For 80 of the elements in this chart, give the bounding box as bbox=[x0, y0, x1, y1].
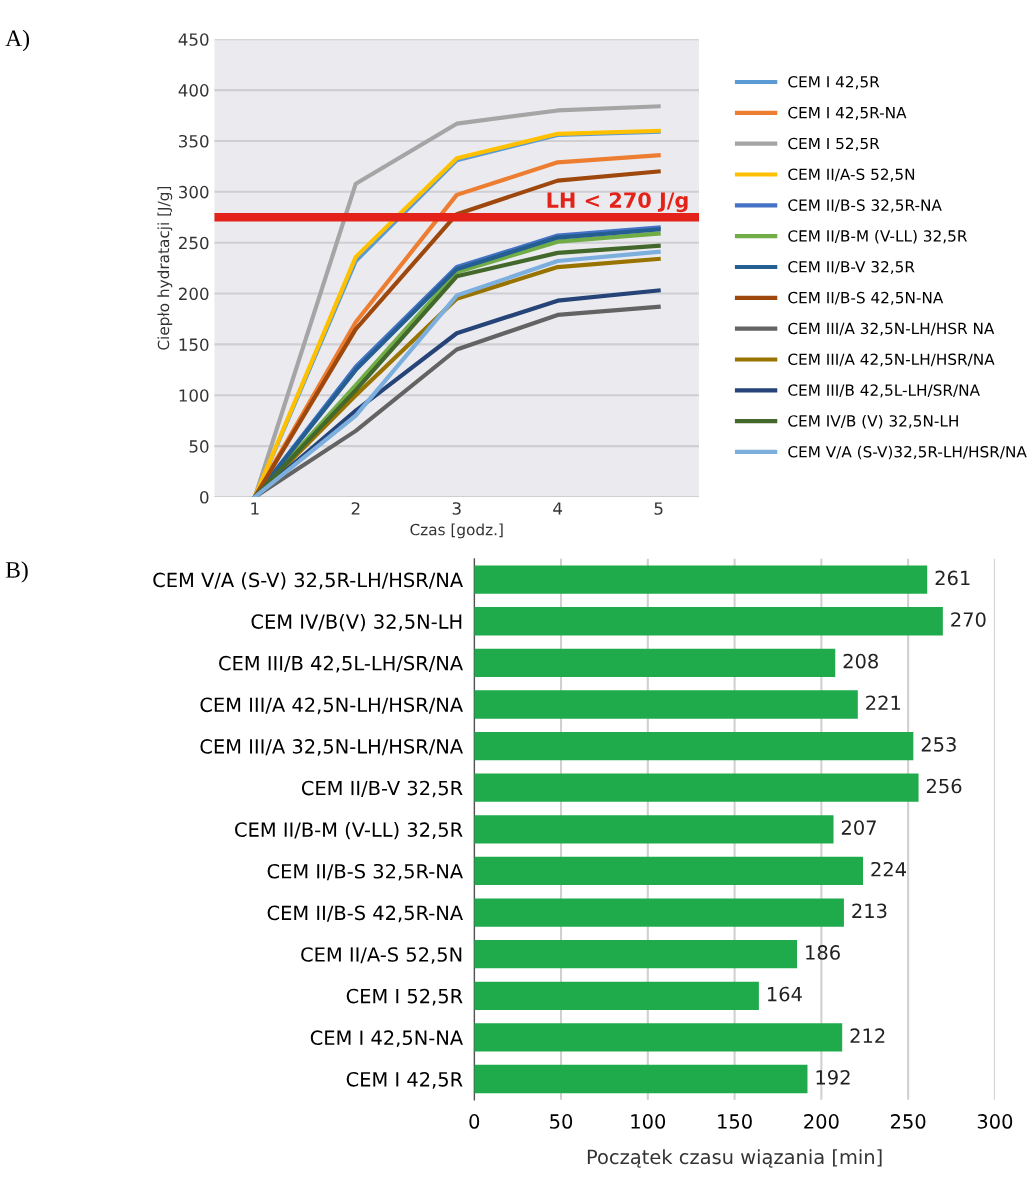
bar bbox=[474, 1064, 808, 1094]
y-tick-label: 450 bbox=[178, 33, 209, 46]
bar bbox=[474, 940, 798, 969]
data-label: 213 bbox=[852, 903, 887, 919]
x-tick-label: 100 bbox=[631, 1114, 666, 1129]
x-tick-label: 1 bbox=[251, 502, 259, 515]
bar bbox=[474, 690, 858, 719]
legend-label: CEM I 52,5R bbox=[788, 137, 880, 151]
legend-label: CEM II/B-M (V-LL) 32,5R bbox=[788, 229, 968, 244]
data-label: 224 bbox=[871, 861, 906, 877]
data-label: 261 bbox=[935, 570, 970, 586]
bar bbox=[474, 607, 943, 636]
legend-label: CEM II/B-S 42,5N-NA bbox=[788, 291, 944, 305]
data-label: 186 bbox=[806, 945, 840, 960]
data-label: 192 bbox=[816, 1069, 850, 1085]
y-tick-label: CEM II/A-S 52,5N bbox=[301, 947, 462, 964]
x-tick-label: 300 bbox=[977, 1114, 1013, 1129]
y-tick-label: 350 bbox=[179, 134, 209, 148]
y-tick-label: 250 bbox=[179, 236, 209, 250]
bar bbox=[474, 565, 928, 594]
legend-label: CEM III/A 42,5N-LH/HSR/NA bbox=[788, 353, 995, 367]
x-tick-label: 3 bbox=[452, 502, 461, 515]
y-tick-label: CEM II/B-M (V-LL) 32,5R bbox=[235, 821, 463, 840]
bar bbox=[474, 815, 834, 844]
x-tick-label: 5 bbox=[654, 502, 663, 515]
legend-label: CEM I 42,5R-NA bbox=[788, 106, 907, 120]
bar bbox=[474, 731, 914, 761]
y-axis-title: Ciepło hydratacji [J/g] bbox=[157, 186, 173, 350]
bar bbox=[474, 648, 836, 678]
data-label: 256 bbox=[926, 778, 962, 794]
ref-line-label: LH < 270 J/g bbox=[547, 192, 688, 213]
x-tick-label: 200 bbox=[804, 1114, 839, 1129]
x-axis-title: Początek czasu wiązania [min] bbox=[587, 1149, 882, 1168]
legend-label: CEM II/A-S 52,5N bbox=[788, 168, 915, 182]
bar bbox=[474, 898, 844, 927]
data-label: 208 bbox=[843, 653, 878, 669]
legend-label: CEM II/B-V 32,5R bbox=[788, 261, 915, 275]
y-tick-label: CEM I 52,5R bbox=[346, 988, 463, 1006]
y-tick-label: 50 bbox=[189, 440, 209, 453]
data-label: 164 bbox=[767, 986, 802, 1002]
y-tick-label: 400 bbox=[178, 84, 209, 97]
data-label: 207 bbox=[841, 820, 876, 835]
x-axis-title: Czas [godz.] bbox=[410, 523, 503, 539]
y-tick-label: CEM V/A (S-V) 32,5R-LH/HSR/NA bbox=[153, 572, 463, 590]
y-tick-label: CEM II/B-V 32,5R bbox=[301, 780, 463, 798]
x-tick-label: 250 bbox=[891, 1114, 926, 1129]
x-tick-label: 4 bbox=[553, 502, 563, 515]
y-tick-label: 300 bbox=[179, 185, 209, 199]
bar bbox=[474, 1023, 843, 1052]
legend-label: CEM IV/B (V) 32,5N-LH bbox=[788, 414, 958, 429]
legend-label: CEM I 42,5R bbox=[788, 76, 880, 90]
x-tick-label: 150 bbox=[718, 1114, 752, 1129]
y-tick-label: CEM III/B 42,5L-LH/SR/NA bbox=[219, 655, 463, 673]
data-label: 212 bbox=[850, 1028, 885, 1043]
y-tick-label: CEM II/B-S 32,5R-NA bbox=[267, 863, 463, 881]
x-tick-label: 0 bbox=[469, 1114, 480, 1129]
y-tick-label: CEM I 42,5N-NA bbox=[310, 1030, 463, 1048]
bar bbox=[474, 773, 919, 802]
y-tick-label: CEM IV/B(V) 32,5N-LH bbox=[251, 613, 462, 632]
data-label: 253 bbox=[921, 737, 956, 752]
y-tick-label: CEM II/B-S 42,5R-NA bbox=[267, 905, 463, 923]
y-tick-label: CEM I 42,5R bbox=[346, 1071, 463, 1089]
data-label: 270 bbox=[951, 612, 986, 627]
bar bbox=[474, 981, 759, 1010]
bar bbox=[474, 856, 864, 886]
x-tick-label: 50 bbox=[550, 1114, 573, 1129]
x-tick-label: 2 bbox=[351, 502, 360, 515]
y-tick-label: 200 bbox=[179, 287, 209, 301]
text: B) bbox=[5, 561, 28, 583]
y-tick-label: CEM III/A 42,5N-LH/HSR/NA bbox=[200, 697, 463, 715]
y-tick-label: CEM III/A 32,5N-LH/HSR/NA bbox=[200, 739, 463, 756]
legend-label: CEM V/A (S-V)32,5R-LH/HSR/NA bbox=[788, 445, 1027, 460]
legend-label: CEM II/B-S 32,5R-NA bbox=[788, 199, 942, 213]
y-tick-label: 150 bbox=[179, 338, 209, 351]
legend-label: CEM III/B 42,5L-LH/SR/NA bbox=[788, 384, 980, 398]
y-tick-label: 100 bbox=[179, 389, 209, 402]
legend-label: CEM III/A 32,5N-LH/HSR NA bbox=[788, 322, 995, 336]
text: A) bbox=[5, 29, 30, 52]
data-label: 221 bbox=[866, 695, 901, 710]
y-tick-label: 0 bbox=[200, 490, 209, 504]
